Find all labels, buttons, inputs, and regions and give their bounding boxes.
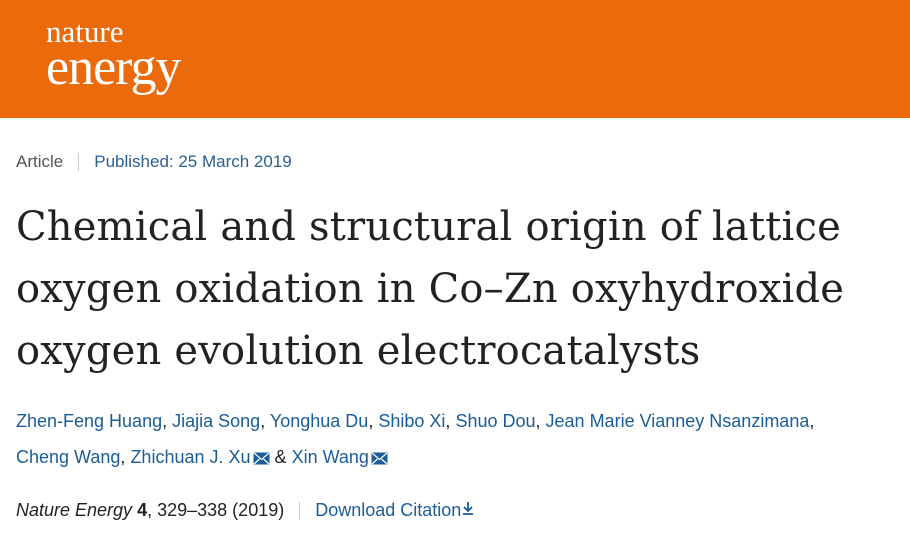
separator: , [120, 447, 126, 467]
author-item: Zhichuan J. Xu [130, 447, 270, 467]
download-citation[interactable]: Download Citation [315, 500, 475, 521]
author-name[interactable]: Zhen-Feng Huang [16, 411, 163, 431]
divider [78, 153, 80, 171]
title-line: oxygen oxidation in Co–Zn oxyhydroxide [16, 266, 845, 312]
author-item: Jean Marie Vianney Nsanzimana, [546, 411, 815, 431]
author-name[interactable]: Yonghua Du [269, 411, 369, 431]
author-item: Xin Wang [292, 447, 388, 467]
separator: , [809, 411, 815, 431]
separator: , [445, 411, 451, 431]
author-name[interactable]: Shuo Dou [455, 411, 536, 431]
separator: , [260, 411, 266, 431]
article-type: Article [16, 152, 64, 171]
title-line: Chemical and structural origin of lattic… [16, 204, 841, 250]
email-icon[interactable] [253, 452, 270, 465]
separator: , [162, 411, 168, 431]
author-item: Shibo Xi, [378, 411, 450, 431]
author-name[interactable]: Jiajia Song [172, 411, 261, 431]
article-title: Chemical and structural origin of lattic… [16, 196, 844, 382]
author-item: Yonghua Du, [270, 411, 373, 431]
download-icon[interactable] [461, 500, 475, 516]
author-list: Zhen-Feng Huang, Jiajia Song, Yonghua Du… [16, 403, 901, 475]
download-label[interactable]: Download Citation [315, 500, 462, 520]
separator: , [535, 411, 541, 431]
citation: Nature Energy 4, 329–338 (2019) Download… [16, 500, 475, 521]
separator: & [274, 447, 287, 467]
author-name[interactable]: Cheng Wang [16, 447, 121, 467]
author-name[interactable]: Jean Marie Vianney Nsanzimana [545, 411, 810, 431]
logo-line[interactable]: nature [46, 14, 124, 49]
published-date: Published: 25 March 2019 [94, 152, 292, 171]
author-name[interactable]: Zhichuan J. Xu [130, 447, 251, 467]
pages: 329–338 (2019) [157, 500, 285, 520]
author-item: Zhen-Feng Huang, [16, 411, 167, 431]
author-item: Shuo Dou, [455, 411, 540, 431]
volume: 4 [137, 500, 148, 520]
divider [299, 501, 301, 520]
separator: , [368, 411, 374, 431]
author-item: Cheng Wang, [16, 447, 125, 467]
author-item: Jiajia Song, [172, 411, 265, 431]
journal-name: Nature Energy [16, 500, 133, 520]
email-icon[interactable] [371, 452, 388, 465]
article-meta: Article Published: 25 March 2019 [16, 152, 292, 172]
author-name[interactable]: Shibo Xi [378, 411, 446, 431]
logo-line[interactable]: energy [46, 39, 182, 96]
site-header: nature energy [0, 0, 910, 118]
title-line: oxygen evolution electrocatalysts [16, 328, 701, 374]
author-name[interactable]: Xin Wang [291, 447, 369, 467]
